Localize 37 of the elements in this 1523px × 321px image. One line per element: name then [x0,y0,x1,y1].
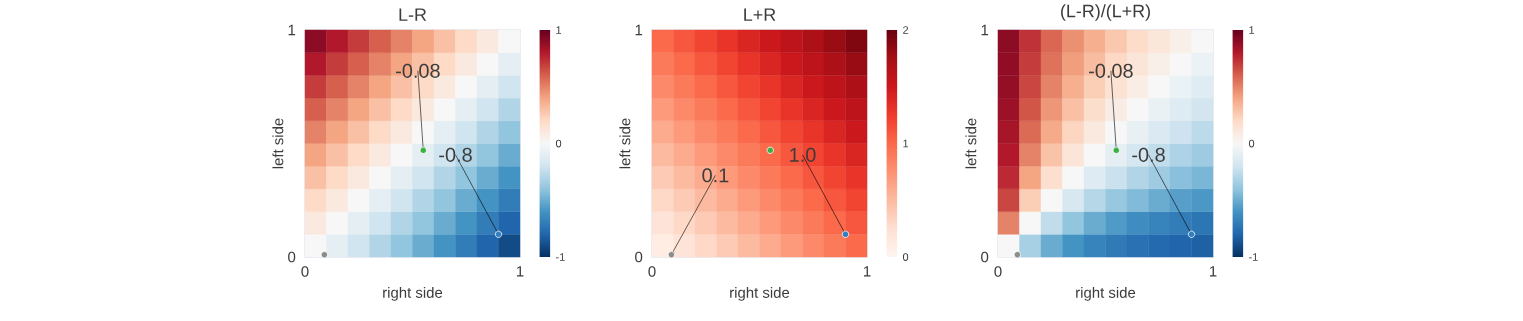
chart-title: (L-R)/(L+R) [1061,4,1150,21]
x-tick-label: 1 [863,266,871,277]
color-bar-label: 1 [1249,26,1255,34]
color-bar-label: -1 [556,253,565,261]
x-axis-title: right side [730,286,790,301]
x-tick-label: 1 [1210,266,1217,277]
color-bar-label: 1 [556,26,562,34]
point [494,230,503,238]
y-axis-title: left side [619,118,631,169]
y-axis-title: left side [272,118,284,169]
color-bar-label: 1 [903,139,909,148]
x-tick-label: 0 [994,266,1002,277]
annotation: -0.8 [439,147,472,162]
y-axis-title: left side [965,118,977,169]
annotation: 1.0 [790,147,816,162]
annotation: -0.08 [1089,63,1133,78]
x-tick-label: 0 [301,266,309,277]
color-bar-label: 0 [555,139,562,148]
point [766,146,774,154]
point [841,230,850,238]
color-bar-label: 2 [903,26,909,34]
x-axis-title: right side [1076,286,1136,301]
chart-title: L-R [399,8,427,21]
point [320,251,328,259]
point [667,251,675,259]
chart-title: L+R [744,8,776,21]
color-bar-label: 0 [902,253,909,261]
annotation: -0.08 [396,63,440,78]
color-bar-label: 0 [1248,139,1255,148]
color-bar-label: -1 [1249,253,1258,261]
point [1013,251,1021,259]
x-tick-label: 1 [516,266,524,277]
x-tick-label: 0 [648,266,656,277]
x-axis-title: right side [383,286,443,301]
point [1187,230,1196,238]
annotation: -0.8 [1132,147,1165,162]
annotation: 0.1 [702,168,729,183]
